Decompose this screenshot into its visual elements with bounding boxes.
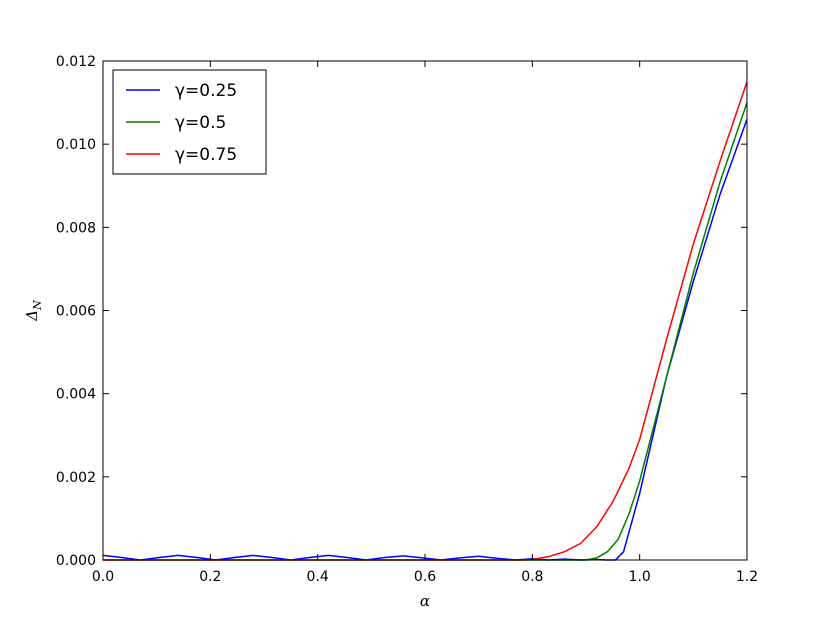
- series-line-2: [103, 81, 748, 561]
- legend-label-0: γ=0.25: [175, 81, 237, 101]
- legend-label-2: γ=0.75: [175, 145, 237, 165]
- x-tick-label: 0.8: [521, 569, 543, 585]
- y-tick-label: 0.006: [56, 304, 96, 320]
- legend: γ=0.25 γ=0.5 γ=0.75: [112, 69, 267, 175]
- y-axis-label: ΔN: [23, 300, 44, 322]
- y-tick-label: 0.004: [56, 387, 96, 403]
- series-line-0: [102, 118, 748, 561]
- x-tick-label: 1.2: [736, 569, 758, 585]
- x-tick-label: 0.4: [307, 569, 329, 585]
- x-tick-label: 0.0: [92, 569, 114, 585]
- y-tick-label: 0.010: [56, 137, 96, 153]
- y-tick-label: 0.000: [56, 553, 96, 569]
- x-tick-label: 0.6: [414, 569, 436, 585]
- y-tick-label: 0.002: [56, 470, 96, 486]
- legend-label-1: γ=0.5: [175, 113, 226, 133]
- ticks-layer: 0.0 0.2 0.4 0.6 0.8 1.0 1.2 0.000 0.002 0.004 0.00…: [56, 54, 758, 585]
- plot-area: 0.0 0.2 0.4 0.6 0.8 1.0 1.2 0.000 0.002 0.004 0.00…: [56, 54, 758, 585]
- y-tick-label: 0.012: [56, 54, 96, 70]
- x-tick-label: 1.0: [629, 569, 651, 585]
- x-tick-label: 0.2: [199, 569, 221, 585]
- y-tick-label: 0.008: [56, 220, 96, 236]
- x-axis-label: α: [420, 592, 430, 610]
